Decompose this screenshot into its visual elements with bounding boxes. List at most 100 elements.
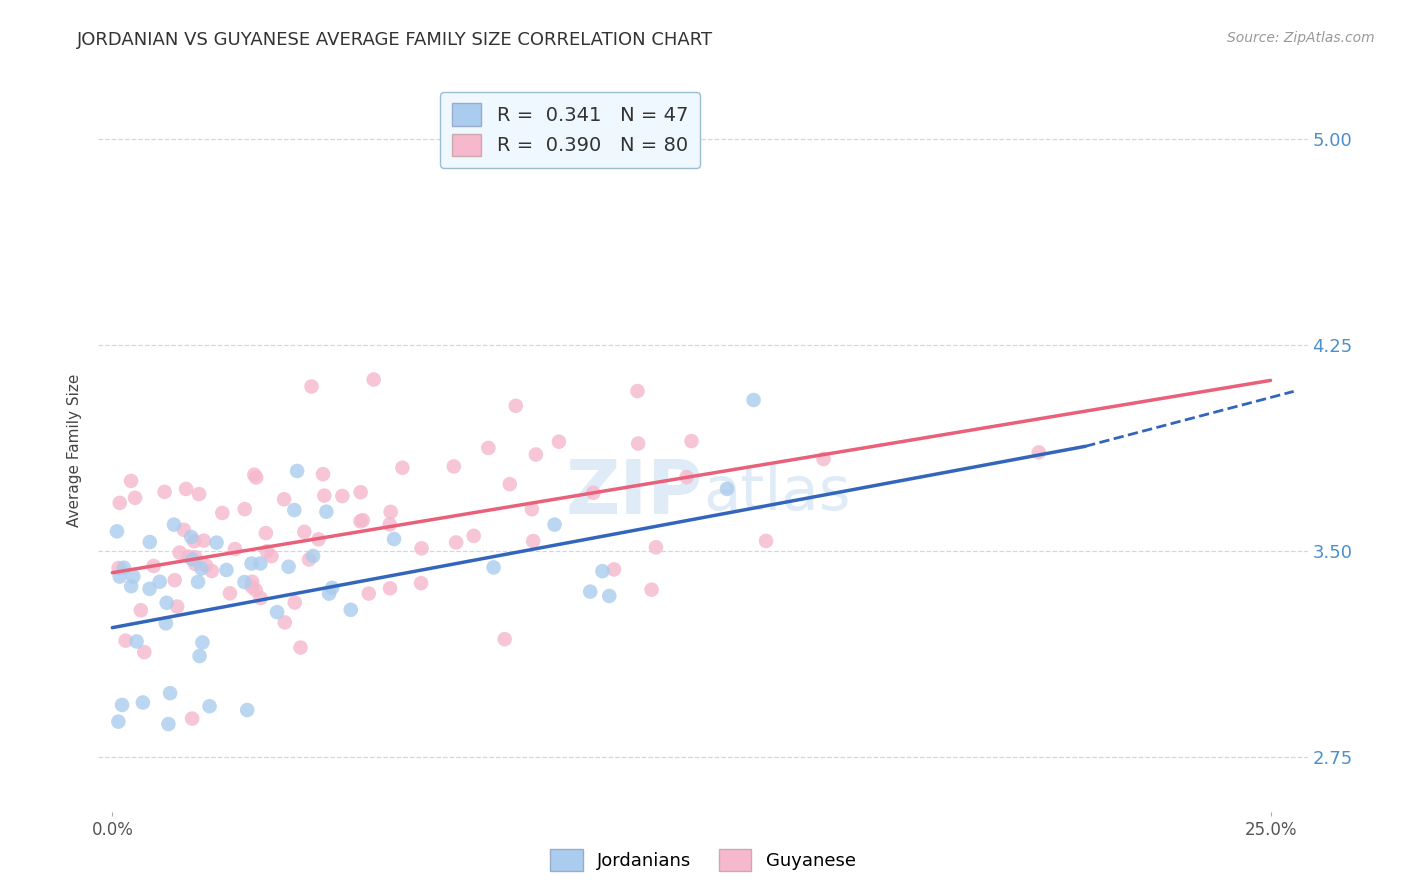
Point (579, 584, 602, 599)
Point (742, 392, 765, 407)
Point (155, 616, 177, 631)
Point (543, 517, 565, 532)
Point (391, 460, 413, 475)
Point (444, 535, 467, 549)
Text: JORDANIAN VS GUYANESE AVERAGE FAMILY SIZE CORRELATION CHART: JORDANIAN VS GUYANESE AVERAGE FAMILY SIZ… (77, 31, 713, 49)
Point (193, 533, 215, 548)
Point (378, 517, 401, 532)
Point (174, 482, 197, 496)
Point (120, 474, 142, 488)
Point (233, 502, 256, 516)
Point (380, 505, 402, 519)
Text: atlas: atlas (703, 465, 851, 524)
Point (627, 436, 650, 450)
Point (321, 581, 343, 595)
Point (494, 632, 516, 647)
Point (314, 489, 336, 503)
Point (236, 703, 259, 717)
Point (301, 379, 323, 393)
Point (1028, 445, 1050, 459)
Point (129, 603, 152, 617)
Point (582, 485, 605, 500)
Point (290, 640, 312, 655)
Point (205, 535, 228, 549)
Point (114, 633, 136, 648)
Point (149, 574, 172, 589)
Point (159, 686, 181, 700)
Point (266, 605, 288, 619)
Point (249, 591, 271, 605)
Point (142, 559, 165, 574)
Point (195, 558, 218, 573)
Point (166, 599, 188, 614)
Point (132, 696, 155, 710)
Point (224, 542, 246, 557)
Point (184, 557, 207, 571)
Point (645, 541, 668, 555)
Point (180, 530, 202, 544)
Point (190, 561, 212, 575)
Point (274, 615, 297, 630)
Point (108, 496, 131, 510)
Point (302, 549, 325, 563)
Point (245, 470, 267, 484)
Point (292, 524, 315, 539)
Point (598, 589, 620, 603)
Point (233, 575, 256, 590)
Point (240, 574, 263, 589)
Point (411, 541, 433, 556)
Point (188, 487, 211, 501)
Point (111, 698, 134, 712)
Point (249, 557, 271, 571)
Point (716, 482, 738, 496)
Point (318, 587, 340, 601)
Point (315, 505, 337, 519)
Point (134, 645, 156, 659)
Point (755, 533, 778, 548)
Point (163, 517, 186, 532)
Point (591, 564, 613, 578)
Point (181, 552, 204, 566)
Legend: Jordanians, Guyanese: Jordanians, Guyanese (543, 842, 863, 879)
Point (139, 535, 162, 549)
Point (122, 569, 145, 583)
Point (169, 545, 191, 559)
Point (201, 564, 224, 578)
Legend: R =  0.341   N = 47, R =  0.390   N = 80: R = 0.341 N = 47, R = 0.390 N = 80 (440, 92, 700, 168)
Point (283, 503, 305, 517)
Point (240, 557, 263, 571)
Point (215, 563, 238, 577)
Point (681, 434, 703, 449)
Point (105, 524, 128, 539)
Point (156, 596, 179, 610)
Point (173, 523, 195, 537)
Text: ZIP: ZIP (565, 458, 703, 531)
Point (211, 506, 233, 520)
Point (107, 561, 129, 575)
Point (254, 526, 277, 541)
Point (626, 384, 648, 398)
Point (477, 441, 499, 455)
Point (640, 582, 662, 597)
Point (312, 467, 335, 482)
Point (107, 714, 129, 729)
Point (349, 485, 371, 500)
Point (277, 559, 299, 574)
Point (352, 513, 374, 527)
Point (125, 634, 148, 648)
Point (813, 452, 835, 467)
Point (499, 477, 522, 491)
Point (357, 586, 380, 600)
Point (183, 534, 205, 549)
Point (198, 699, 221, 714)
Point (339, 603, 361, 617)
Point (443, 459, 465, 474)
Point (120, 579, 142, 593)
Point (298, 552, 321, 566)
Point (382, 532, 405, 546)
Point (524, 448, 547, 462)
Point (256, 544, 278, 558)
Point (260, 549, 283, 563)
Y-axis label: Average Family Size: Average Family Size (67, 374, 83, 527)
Point (108, 569, 131, 583)
